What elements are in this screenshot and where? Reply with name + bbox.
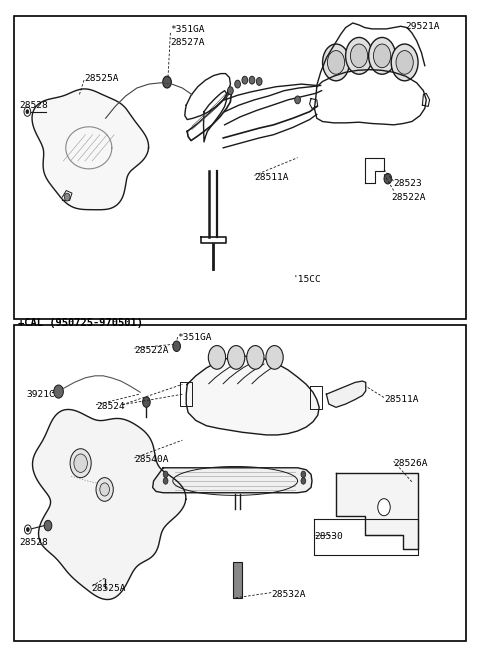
Text: 28528: 28528 (19, 537, 48, 547)
Text: 28522A: 28522A (391, 193, 426, 202)
Circle shape (301, 478, 306, 484)
Circle shape (44, 520, 52, 531)
Polygon shape (153, 468, 312, 493)
Polygon shape (336, 473, 418, 549)
Text: 28511A: 28511A (254, 173, 289, 182)
Circle shape (384, 173, 392, 184)
Text: 28524: 28524 (96, 401, 125, 411)
Circle shape (24, 107, 31, 116)
Text: *351GA: *351GA (178, 332, 212, 342)
Text: 28528: 28528 (19, 101, 48, 110)
Circle shape (396, 51, 413, 74)
Text: 28522A: 28522A (134, 346, 169, 355)
Circle shape (235, 80, 240, 88)
Circle shape (369, 37, 396, 74)
Circle shape (228, 87, 233, 95)
Circle shape (163, 76, 171, 88)
Circle shape (228, 346, 245, 369)
Circle shape (24, 525, 31, 534)
Circle shape (256, 78, 262, 85)
Circle shape (96, 478, 113, 501)
Circle shape (350, 44, 368, 68)
Text: 28532A: 28532A (271, 590, 306, 599)
Polygon shape (326, 381, 366, 407)
Text: 28530: 28530 (314, 532, 343, 541)
Polygon shape (33, 409, 186, 600)
Circle shape (70, 449, 91, 478)
Text: 28540A: 28540A (134, 455, 169, 464)
Bar (14, 325, 466, 641)
Circle shape (247, 346, 264, 369)
Text: 29521A: 29521A (406, 22, 440, 31)
Text: *351GA: *351GA (170, 25, 205, 34)
Circle shape (346, 37, 372, 74)
Text: '15CC: '15CC (293, 275, 322, 284)
Text: 28525A: 28525A (84, 74, 119, 83)
Text: 28527A: 28527A (170, 38, 205, 47)
Text: 28525A: 28525A (91, 583, 126, 593)
Circle shape (54, 385, 63, 398)
Circle shape (249, 76, 255, 84)
Circle shape (391, 44, 418, 81)
Circle shape (242, 76, 248, 84)
Text: 3921C: 3921C (26, 390, 55, 399)
Circle shape (373, 44, 391, 68)
Circle shape (26, 528, 29, 532)
Circle shape (208, 346, 226, 369)
Polygon shape (186, 356, 319, 435)
Text: 28511A: 28511A (384, 395, 419, 404)
Circle shape (163, 471, 168, 478)
Bar (14, 16, 466, 319)
Circle shape (163, 478, 168, 484)
Text: 28526A: 28526A (394, 459, 428, 468)
Circle shape (266, 346, 283, 369)
Circle shape (173, 341, 180, 351)
Text: 28523: 28523 (394, 179, 422, 189)
Circle shape (323, 44, 349, 81)
Circle shape (143, 397, 150, 407)
Circle shape (26, 110, 29, 114)
Bar (233, 562, 242, 598)
Text: +CAL (950725-970501): +CAL (950725-970501) (18, 319, 143, 328)
Circle shape (64, 193, 70, 201)
Circle shape (100, 483, 109, 496)
Polygon shape (32, 89, 149, 210)
Circle shape (378, 499, 390, 516)
Circle shape (301, 471, 306, 478)
Circle shape (327, 51, 345, 74)
Circle shape (295, 96, 300, 104)
Circle shape (74, 454, 87, 472)
